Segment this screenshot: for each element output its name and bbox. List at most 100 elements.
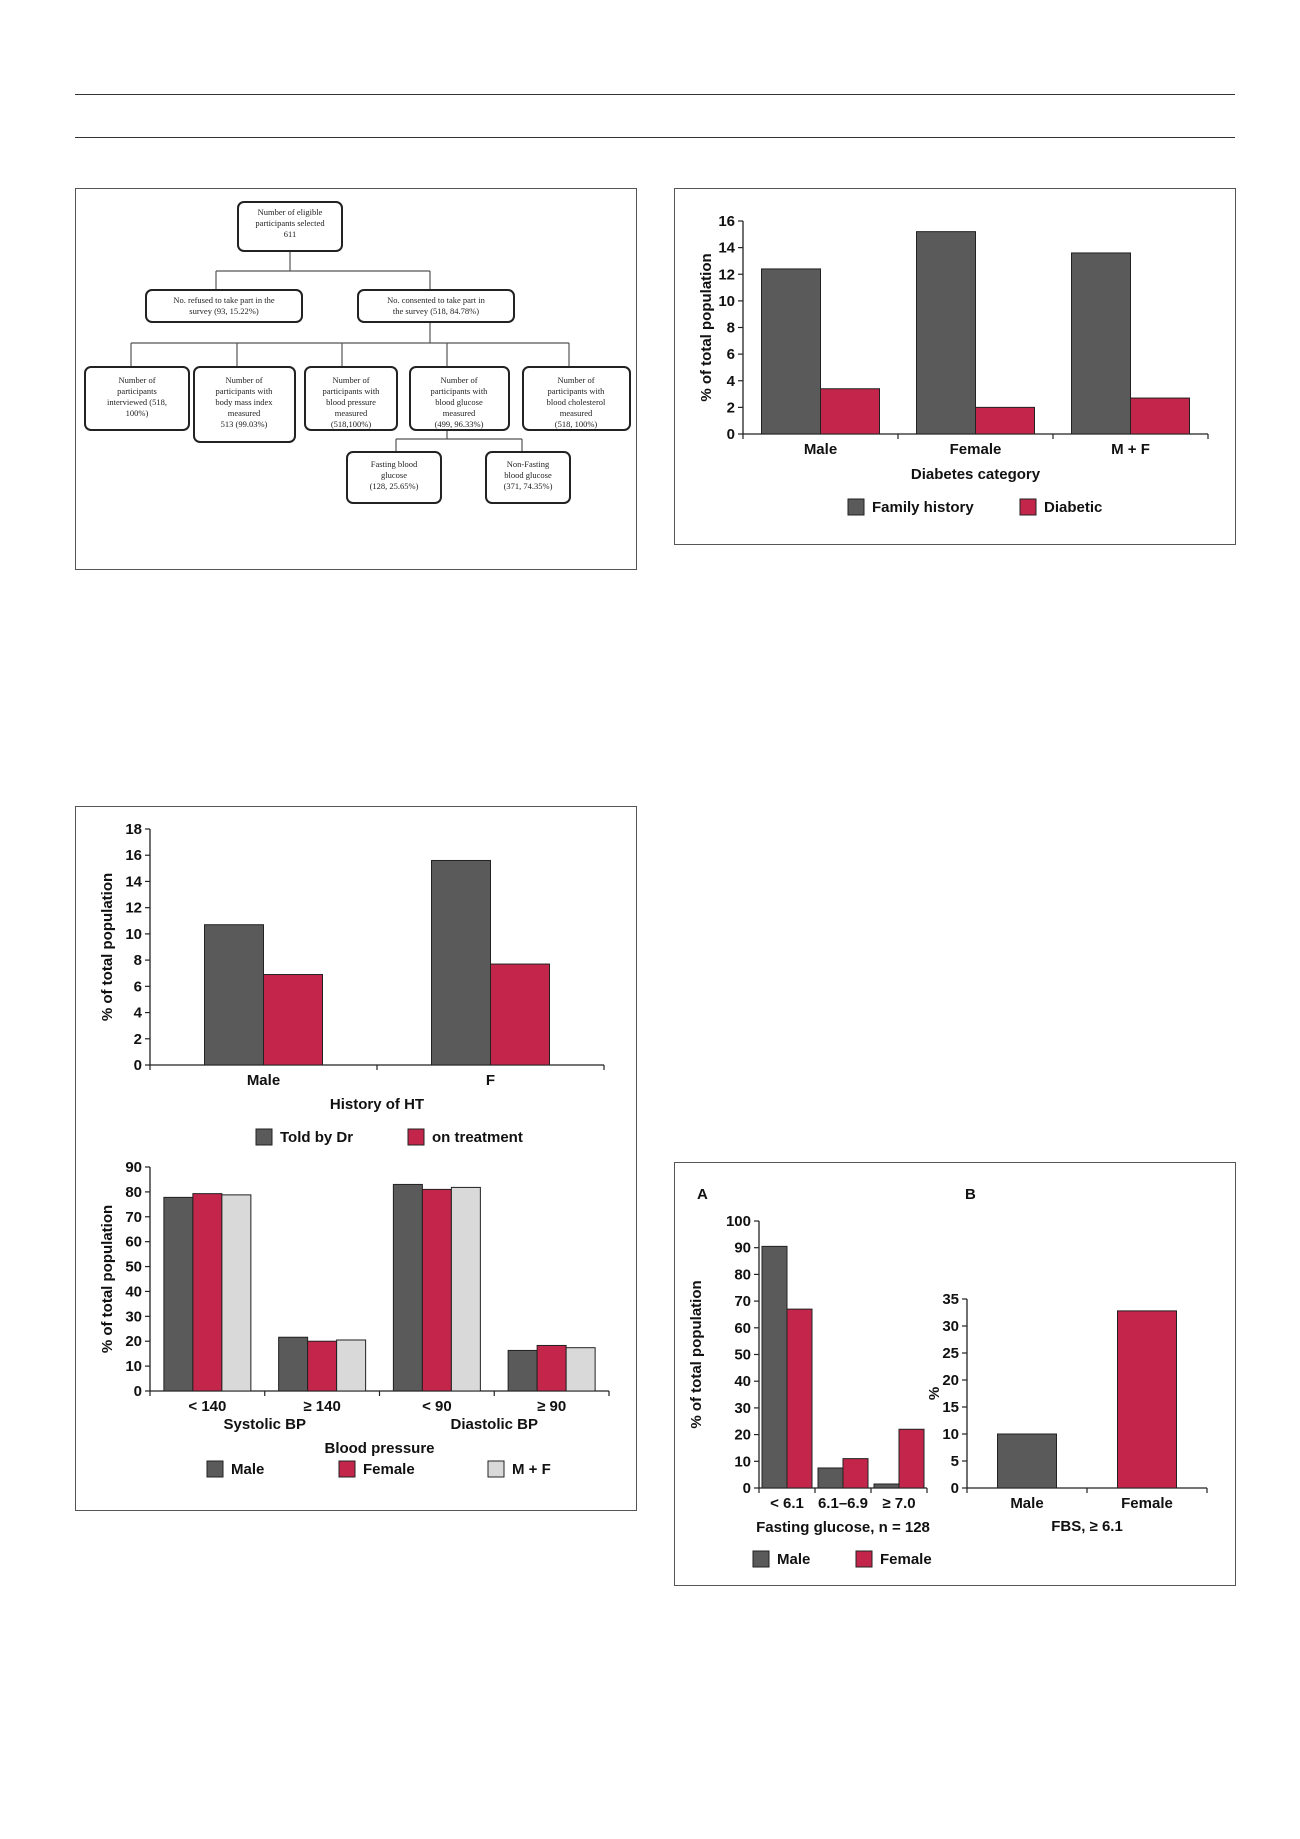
y-tick-label: 4 bbox=[134, 1005, 143, 1022]
legend-label-on-treatment: on treatment bbox=[432, 1129, 523, 1146]
y-tick-label: 16 bbox=[125, 847, 142, 864]
legend-label-m-f: M + F bbox=[512, 1461, 551, 1478]
y-tick-label: 70 bbox=[734, 1293, 751, 1310]
y-tick-label: 80 bbox=[125, 1184, 142, 1201]
x-tick-label: M + F bbox=[1111, 441, 1150, 458]
y-tick-label: 50 bbox=[125, 1259, 142, 1276]
y-axis-label: % of total population bbox=[688, 1280, 705, 1428]
y-tick-label: 20 bbox=[125, 1333, 142, 1350]
bar-7-0-male bbox=[873, 1483, 900, 1489]
bar-female bbox=[1117, 1310, 1177, 1489]
bar-6-1-6-9-male bbox=[817, 1467, 844, 1489]
y-tick-label: 18 bbox=[125, 821, 142, 838]
y-tick-label: 6 bbox=[727, 346, 735, 363]
legend-swatch-female bbox=[338, 1460, 356, 1478]
bar-male-family-history bbox=[761, 268, 821, 435]
bar-140-male bbox=[278, 1336, 309, 1392]
y-tick-label: 60 bbox=[125, 1234, 142, 1251]
bar-90-m-f bbox=[565, 1347, 596, 1392]
x-tick-label: ≥ 7.0 bbox=[882, 1495, 915, 1512]
legend-swatch-diabetic bbox=[1019, 498, 1037, 516]
legend-label-male: Male bbox=[231, 1461, 264, 1478]
y-tick-label: 12 bbox=[718, 266, 735, 283]
legend-label-female: Female bbox=[880, 1551, 932, 1568]
bar-140-m-f bbox=[336, 1339, 367, 1392]
y-tick-label: 80 bbox=[734, 1266, 751, 1283]
panel-label-a: A bbox=[697, 1186, 708, 1203]
y-tick-label: 2 bbox=[134, 1031, 142, 1048]
bar-90-male bbox=[507, 1349, 538, 1392]
y-tick-label: 4 bbox=[727, 373, 736, 390]
y-tick-label: 12 bbox=[125, 900, 142, 917]
legend-label-diabetic: Diabetic bbox=[1044, 499, 1102, 516]
y-tick-label: 8 bbox=[727, 320, 735, 337]
x-tick-label: Male bbox=[1010, 1495, 1043, 1512]
legend-swatch-family-history bbox=[847, 498, 865, 516]
y-tick-label: 40 bbox=[734, 1373, 751, 1390]
y-tick-label: 5 bbox=[951, 1453, 959, 1470]
flow-box-eligible bbox=[237, 201, 343, 252]
y-tick-label: 60 bbox=[734, 1320, 751, 1337]
legend-label-female: Female bbox=[363, 1461, 415, 1478]
svg-text:No. refused to take part in th: No. refused to take part in the survey (9… bbox=[173, 295, 274, 316]
x-tick-label: Male bbox=[804, 441, 837, 458]
legend-label-male: Male bbox=[777, 1551, 810, 1568]
y-tick-label: 14 bbox=[125, 873, 142, 890]
y-tick-label: 2 bbox=[727, 399, 735, 416]
y-tick-label: 10 bbox=[125, 1358, 142, 1375]
glucose-panel: A B 0 10 20 30 40 50 60 70 80 90 100% of total popul… bbox=[674, 1162, 1236, 1586]
y-tick-label: 30 bbox=[125, 1308, 142, 1325]
y-tick-label: 14 bbox=[718, 240, 735, 257]
bar-female-family-history bbox=[916, 231, 976, 435]
y-tick-label: 8 bbox=[134, 952, 142, 969]
flow-box-consented bbox=[357, 289, 515, 323]
y-tick-label: 90 bbox=[734, 1240, 751, 1257]
diabetes-chart-panel: 0 2 4 6 8 10 12 14 16 % of total population Male Fe… bbox=[674, 188, 1236, 545]
group-label: Diastolic BP bbox=[450, 1416, 538, 1433]
y-tick-label: 25 bbox=[942, 1345, 959, 1362]
flow-box-nonfasting bbox=[485, 451, 571, 504]
bar-m-f-family-history bbox=[1071, 252, 1131, 435]
bar-140-female bbox=[307, 1340, 338, 1392]
x-tick-label: < 90 bbox=[422, 1398, 452, 1415]
legend-swatch-male bbox=[752, 1550, 770, 1568]
x-axis-label: FBS, ≥ 6.1 bbox=[1051, 1518, 1123, 1535]
group-label: Systolic BP bbox=[223, 1416, 306, 1433]
bar-90-male bbox=[392, 1183, 423, 1392]
y-tick-label: 30 bbox=[942, 1318, 959, 1335]
flowchart-panel: Number of eligible participants selected 6… bbox=[75, 188, 637, 570]
bar-f-told-by-dr bbox=[431, 859, 491, 1066]
legend-swatch-on-treatment bbox=[407, 1128, 425, 1146]
legend-label-family-history: Family history bbox=[872, 499, 974, 516]
y-axis-label: % of total population bbox=[99, 873, 116, 1021]
y-axis-label: % of total population bbox=[99, 1205, 116, 1353]
diabetes-chart: 0 2 4 6 8 10 12 14 16 % of total population Male Fe… bbox=[698, 213, 1209, 516]
y-tick-label: 15 bbox=[942, 1399, 959, 1416]
bar-7-0-female bbox=[898, 1428, 925, 1489]
y-tick-label: 10 bbox=[125, 926, 142, 943]
y-tick-label: 6 bbox=[134, 978, 142, 995]
bar-6-1-6-9-female bbox=[842, 1458, 869, 1489]
y-tick-label: 16 bbox=[718, 213, 735, 230]
bar-140-male bbox=[163, 1196, 194, 1392]
bar-140-female bbox=[192, 1193, 223, 1392]
y-tick-label: 35 bbox=[942, 1291, 959, 1308]
bar-6-1-male bbox=[761, 1245, 788, 1489]
y-tick-label: 70 bbox=[125, 1209, 142, 1226]
flow-box-cholesterol bbox=[522, 366, 631, 431]
legend-swatch-female bbox=[855, 1550, 873, 1568]
flow-box-bp bbox=[304, 366, 398, 431]
bar-male-told-by-dr bbox=[204, 924, 264, 1066]
x-axis-label: Blood pressure bbox=[324, 1440, 434, 1457]
bar-90-m-f bbox=[450, 1186, 481, 1392]
history-ht-chart: 0 2 4 6 8 10 12 14 16 18 % of total population Male… bbox=[99, 821, 605, 1146]
flow-box-glucose bbox=[409, 366, 510, 431]
x-tick-label: < 140 bbox=[188, 1398, 226, 1415]
bar-90-female bbox=[421, 1188, 452, 1392]
y-axis-label: % bbox=[926, 1387, 943, 1400]
